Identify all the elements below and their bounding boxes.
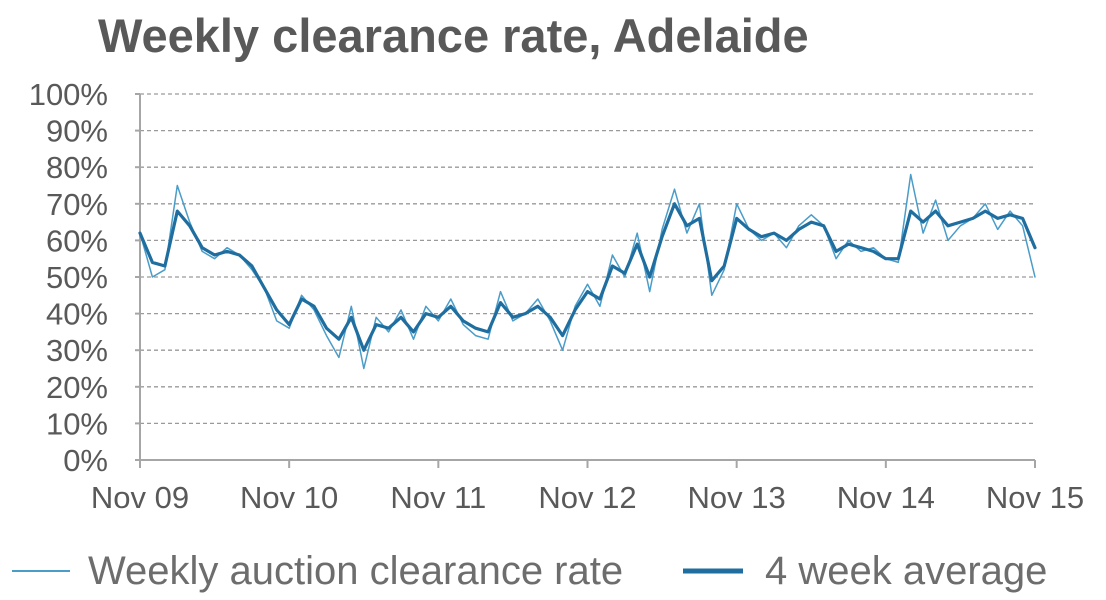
- x-tick-label: Nov 10: [240, 480, 338, 515]
- legend-label-weekly-clearance: Weekly auction clearance rate: [88, 549, 623, 593]
- chart-title: Weekly clearance rate, Adelaide: [98, 9, 809, 62]
- y-tick-label: 100%: [29, 77, 108, 112]
- x-tick-label: Nov 13: [688, 480, 786, 515]
- series-lines: [138, 173, 1037, 370]
- x-tick-label: Nov 15: [986, 480, 1084, 515]
- y-tick-label: 70%: [46, 187, 108, 222]
- axes: [135, 93, 1036, 468]
- x-tick-label: Nov 12: [538, 480, 636, 515]
- y-tick-label: 30%: [46, 333, 108, 368]
- grid-lines: [140, 93, 1035, 425]
- y-tick-label: 20%: [46, 370, 108, 405]
- x-tick-label: Nov 09: [91, 480, 189, 515]
- y-axis-tick-labels: 0%10%20%30%40%50%60%70%80%90%100%: [29, 77, 108, 478]
- series-line-4-week-average: [138, 202, 1037, 352]
- x-tick-label: Nov 14: [837, 480, 935, 515]
- legend-label-4-week-average: 4 week average: [765, 549, 1047, 593]
- y-tick-label: 0%: [63, 443, 108, 478]
- y-tick-label: 50%: [46, 260, 108, 295]
- y-tick-label: 10%: [46, 406, 108, 441]
- y-tick-label: 40%: [46, 297, 108, 332]
- x-tick-label: Nov 11: [390, 480, 486, 515]
- y-tick-label: 80%: [46, 150, 108, 185]
- legend: Weekly auction clearance rate 4 week ave…: [12, 549, 1047, 593]
- y-tick-label: 90%: [46, 114, 108, 149]
- x-axis-tick-labels: Nov 09 Nov 10 Nov 11 Nov 12 Nov 13 Nov 14 Nov …: [91, 480, 1084, 515]
- y-tick-label: 60%: [46, 223, 108, 258]
